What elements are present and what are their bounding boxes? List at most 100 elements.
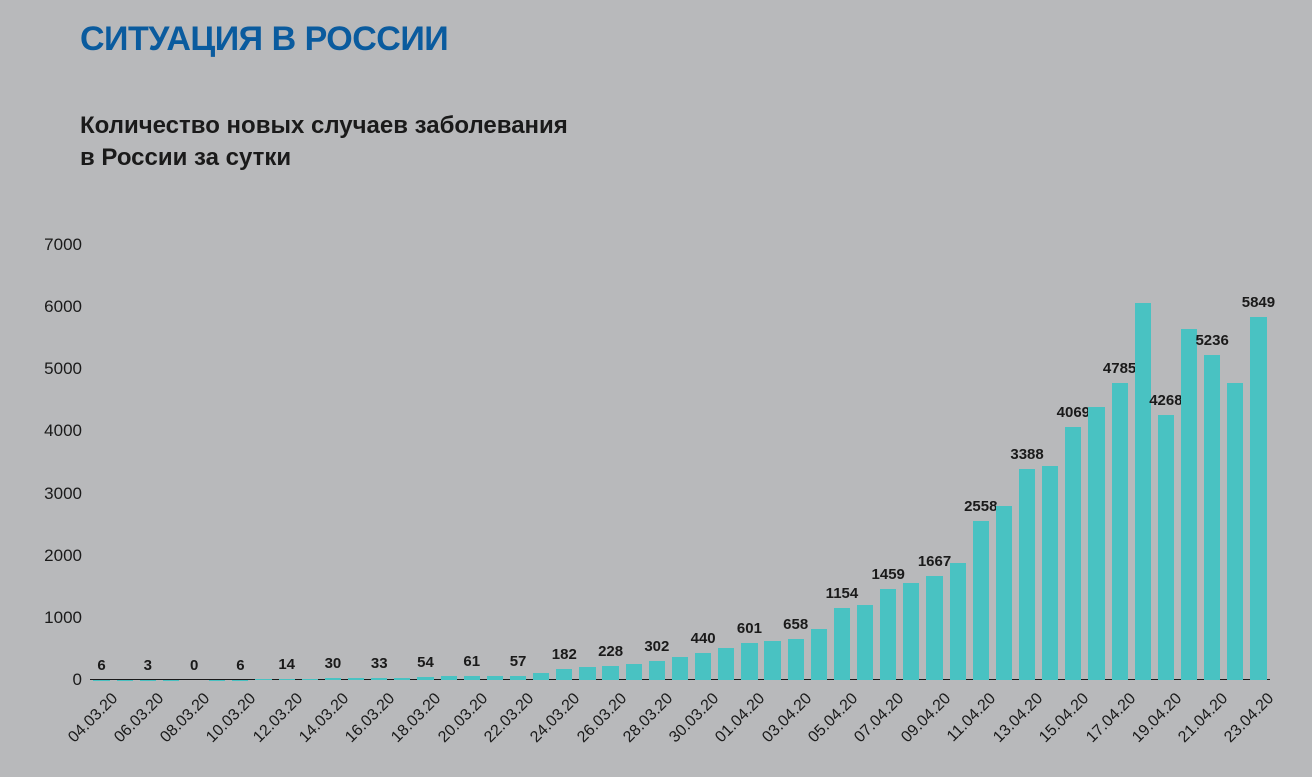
bar: 604.03.20 [93,245,109,680]
bar-rect [1250,317,1266,680]
x-tick-label: 08.03.20 [157,690,214,747]
x-tick-label: 10.03.20 [204,690,261,747]
bar-rect [764,641,780,680]
bar-value-label: 4069 [1057,404,1090,421]
y-tick-label: 0 [73,670,82,690]
bar: 5418.03.20 [417,245,433,680]
bar [626,245,642,680]
bar [533,245,549,680]
bar-value-label: 1667 [918,553,951,570]
bar-rect [464,676,480,680]
bar-rect [996,506,1012,680]
x-tick-label: 26.03.20 [574,690,631,747]
bar [950,245,966,680]
bar-rect [579,667,595,680]
bar [1181,245,1197,680]
bar-rect [348,678,364,680]
bar: 523621.04.20 [1204,245,1220,680]
bar-rect [926,576,942,680]
bar-value-label: 1459 [872,566,905,583]
bar-rect [1088,407,1104,680]
y-tick-label: 6000 [44,297,82,317]
bar [857,245,873,680]
bar-rect [880,589,896,680]
x-tick-label: 06.03.20 [111,690,168,747]
x-tick-label: 15.04.20 [1037,690,1094,747]
bar-value-label: 3 [144,657,152,674]
bar-rect [788,639,804,680]
chart-subtitle: Количество новых случаев заболевания в Р… [80,110,568,175]
bar-rect [255,679,271,680]
bar-value-label: 658 [783,616,808,633]
bar-value-label: 54 [417,654,434,671]
y-tick-label: 3000 [44,484,82,504]
bar: 3014.03.20 [325,245,341,680]
bar: 145907.04.20 [880,245,896,680]
bar-rect [371,678,387,680]
bar-value-label: 4268 [1149,392,1182,409]
bar [764,245,780,680]
bar-rect [1158,415,1174,680]
bar-rect [441,676,457,680]
x-tick-label: 03.04.20 [759,690,816,747]
bar-rect [487,676,503,680]
bar-rect [1065,427,1081,680]
y-tick-label: 1000 [44,608,82,628]
bar-value-label: 440 [691,630,716,647]
bar-chart: 01000200030004000500060007000604.03.2030… [90,245,1270,680]
bar: 22826.03.20 [602,245,618,680]
bar [672,245,688,680]
bar-value-label: 601 [737,620,762,637]
bar-rect [1019,469,1035,680]
bar-value-label: 30 [325,655,342,672]
bar-value-label: 182 [552,646,577,663]
bar [487,245,503,680]
bar-rect [1181,329,1197,680]
bar [903,245,919,680]
bar-rect [394,678,410,680]
bar-rect [602,666,618,680]
bar [255,245,271,680]
bar [1135,245,1151,680]
bar-value-label: 6 [236,657,244,674]
bar-value-label: 6 [97,657,105,674]
x-tick-label: 09.04.20 [898,690,955,747]
bar: 3316.03.20 [371,245,387,680]
bar-value-label: 5849 [1242,294,1275,311]
bar: 65803.04.20 [788,245,804,680]
bar: 30228.03.20 [649,245,665,680]
x-tick-label: 19.04.20 [1129,690,1186,747]
bar-value-label: 1154 [826,585,859,602]
bar-value-label: 14 [278,656,295,673]
bar-rect [325,678,341,680]
bar-rect [811,629,827,680]
bar-rect [626,664,642,680]
bar [1088,245,1104,680]
subtitle-line-1: Количество новых случаев заболевания [80,112,568,139]
bar-rect [302,679,318,680]
bar [718,245,734,680]
bar: 115405.04.20 [834,245,850,680]
bar [1042,245,1058,680]
x-tick-label: 14.03.20 [296,690,353,747]
bar-rect [950,563,966,680]
x-tick-label: 13.04.20 [990,690,1047,747]
x-tick-label: 11.04.20 [944,690,1000,746]
x-tick-label: 12.03.20 [250,690,307,747]
bar [811,245,827,680]
y-tick-label: 4000 [44,421,82,441]
bar-value-label: 228 [598,643,623,660]
bar-rect [279,679,295,680]
x-tick-label: 23.04.20 [1222,690,1279,747]
y-tick-label: 2000 [44,546,82,566]
x-tick-label: 16.03.20 [342,690,399,747]
bar: 426819.04.20 [1158,245,1174,680]
bar-rect [695,653,711,680]
bar [348,245,364,680]
x-tick-label: 05.04.20 [805,690,862,747]
bar [302,245,318,680]
bar: 6120.03.20 [464,245,480,680]
bar-rect [741,643,757,680]
x-tick-label: 20.03.20 [435,690,492,747]
bar [209,245,225,680]
